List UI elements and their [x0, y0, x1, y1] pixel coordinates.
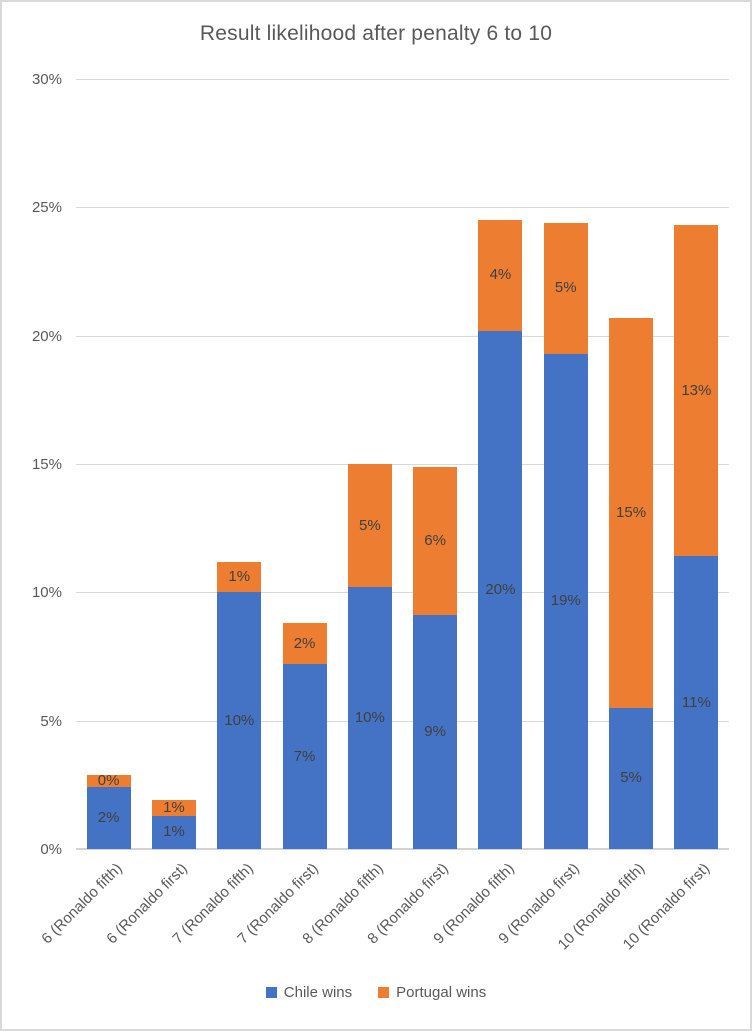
- bar-data-label: 5%: [554, 279, 577, 297]
- bar-segment-portugal-wins: [674, 225, 719, 557]
- bar-segment-chile-wins: [151, 815, 196, 849]
- bar-segment-chile-wins: [674, 556, 719, 849]
- bar-segment-portugal-wins: [478, 220, 523, 331]
- bar-data-label: 6%: [424, 532, 446, 549]
- bar-segment-chile-wins: [217, 592, 262, 849]
- legend-swatch-portugal-wins: [378, 987, 390, 998]
- bar-data-label: 0%: [97, 771, 120, 789]
- bar-data-label: 5%: [359, 516, 381, 534]
- bar-data-label: 2%: [293, 634, 316, 652]
- gridline: [76, 335, 729, 337]
- legend-swatch-chile-wins: [265, 987, 277, 998]
- bar-data-label: 11%: [681, 693, 711, 711]
- gridline: [76, 720, 729, 722]
- legend-item-portugal-wins: Portugal wins: [378, 984, 486, 1001]
- bar-data-label: 1%: [163, 823, 185, 841]
- y-axis-tick-label: 25%: [31, 199, 62, 217]
- bar-data-label: 19%: [550, 592, 581, 610]
- bar-segment-chile-wins: [347, 587, 392, 849]
- gridline: [76, 79, 729, 80]
- bar-data-label: 2%: [97, 809, 120, 827]
- bar-segment-chile-wins: [543, 353, 588, 849]
- chart-title: Result likelihood after penalty 6 to 10: [199, 22, 553, 45]
- legend-label: Portugal wins: [396, 984, 487, 1001]
- y-axis-tick-label: 5%: [40, 712, 62, 730]
- bar-segment-portugal-wins: [609, 317, 654, 708]
- bar-data-label: 20%: [485, 580, 516, 598]
- y-axis-tick-label: 30%: [31, 71, 62, 88]
- x-axis-line: [76, 848, 729, 850]
- bar-data-label: 5%: [620, 769, 642, 787]
- bar-segment-portugal-wins: [282, 623, 327, 665]
- bar-data-label: 1%: [163, 798, 185, 816]
- bar-data-label: 7%: [293, 747, 316, 765]
- gridline: [76, 207, 729, 209]
- bar-segment-chile-wins: [609, 707, 654, 849]
- legend-item-chile-wins: Chile wins: [265, 984, 353, 1001]
- bar-data-label: 4%: [489, 266, 512, 284]
- legend: Chile wins Portugal wins: [2, 984, 750, 1001]
- bar-segment-portugal-wins: [151, 800, 196, 816]
- bar-segment-chile-wins: [282, 664, 327, 849]
- bar-segment-portugal-wins: [86, 774, 131, 788]
- gridline: [76, 464, 729, 465]
- bar-segment-portugal-wins: [413, 466, 458, 616]
- y-axis-tick-label: 15%: [31, 456, 62, 473]
- bar-data-label: 1%: [228, 567, 251, 585]
- y-axis-tick-label: 10%: [31, 584, 62, 602]
- bar-data-label: 15%: [616, 503, 647, 521]
- y-axis-tick-label: 20%: [31, 327, 62, 345]
- bar-segment-chile-wins: [478, 330, 523, 849]
- bar-segment-chile-wins: [86, 787, 131, 849]
- bar-segment-portugal-wins: [217, 561, 262, 593]
- bar-segment-portugal-wins: [347, 464, 392, 588]
- y-axis-tick-label: 0%: [40, 841, 62, 858]
- bar-data-label: 10%: [224, 711, 255, 729]
- bar-data-label: 9%: [424, 723, 446, 741]
- bar-segment-chile-wins: [413, 615, 458, 849]
- gridline: [76, 592, 729, 594]
- bar-segment-portugal-wins: [543, 222, 588, 354]
- legend-label: Chile wins: [283, 984, 353, 1001]
- bar-data-label: 10%: [354, 709, 385, 727]
- bar-data-label: 13%: [681, 381, 712, 399]
